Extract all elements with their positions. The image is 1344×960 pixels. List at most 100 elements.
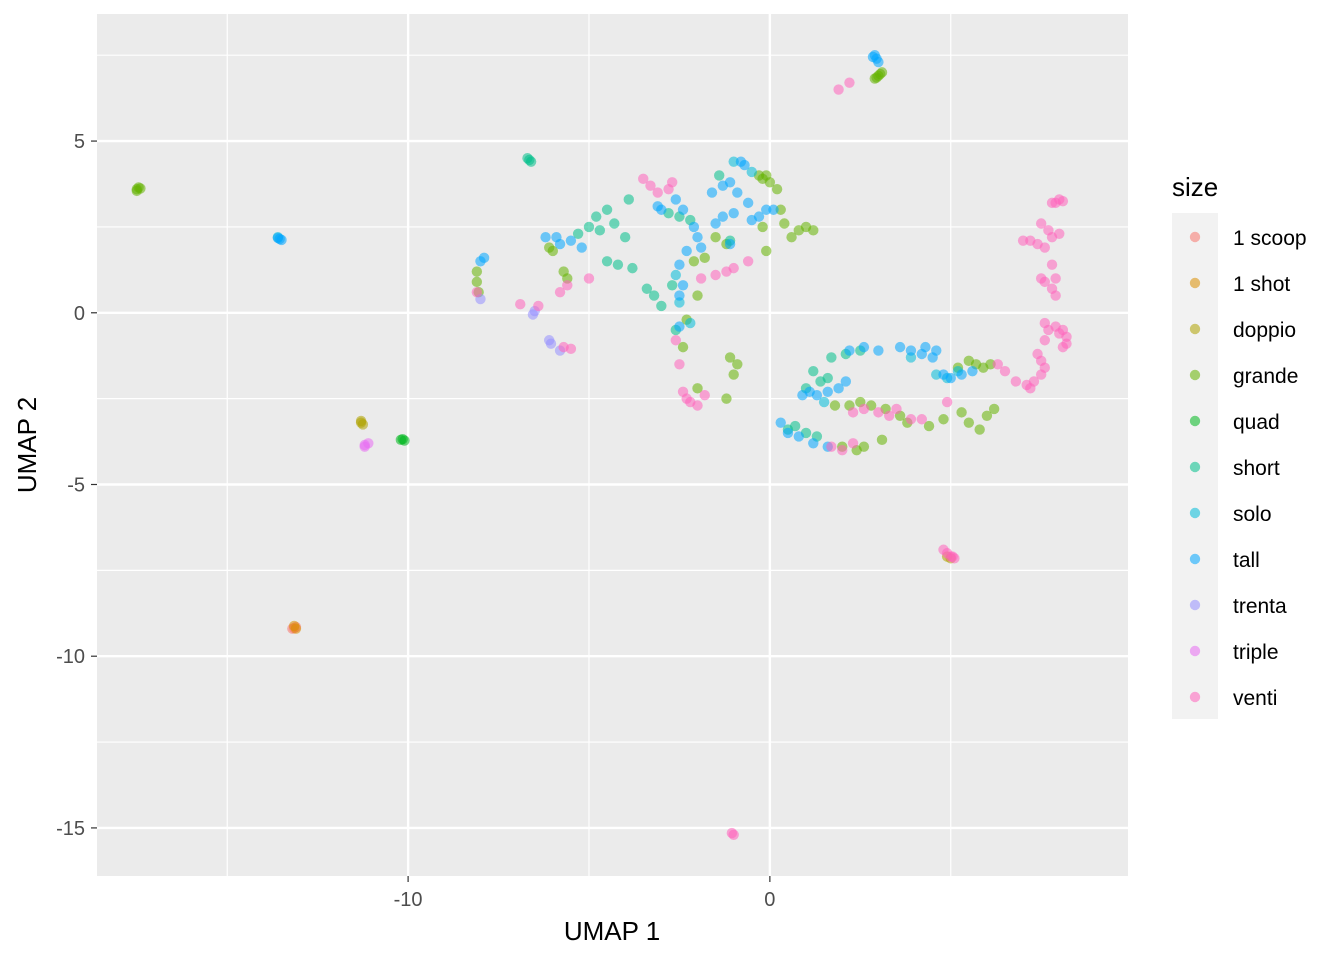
data-point [663,183,674,195]
data-point [601,256,613,267]
data-point [923,420,935,432]
data-point [695,242,707,253]
data-point [761,204,772,215]
data-point [818,396,830,408]
data-point [956,407,967,418]
data-point [829,400,841,411]
data-point [793,431,805,442]
legend: size 1 scoop 1 shot doppio grande quad short s… [1172,172,1307,719]
legend-label: grande [1233,365,1298,388]
data-point [515,298,526,310]
data-point [826,441,837,452]
data-point [956,369,967,380]
data-point [562,280,573,291]
data-point [674,359,685,370]
legend-label: tall [1233,549,1260,572]
data-point [565,235,577,246]
data-point [692,400,703,411]
data-point [822,386,833,397]
data-point [884,410,895,422]
legend-key [1189,645,1201,657]
data-point [692,290,703,301]
data-point [981,410,993,422]
data-point [974,424,985,435]
data-point [554,238,566,250]
data-point [844,77,855,88]
data-point [811,390,823,401]
data-point [833,383,844,394]
x-axis-ticks: -10 0 [394,876,775,911]
data-point [674,259,685,270]
data-point [524,154,535,166]
data-point [656,204,667,215]
data-point [931,345,942,356]
data-point [533,300,544,312]
data-point [645,180,656,191]
data-point [1043,225,1054,236]
data-point [594,225,606,236]
x-tick-label: -10 [394,889,423,911]
data-point [724,177,736,188]
legend-key [1189,415,1201,427]
legend-label: triple [1233,641,1279,664]
data-point [1057,341,1069,353]
data-point [775,417,786,428]
legend-key [1189,599,1201,611]
data-point [670,335,682,346]
data-point [764,177,776,188]
data-point [623,194,634,205]
data-point [359,439,370,451]
data-point [478,252,490,264]
data-points [131,50,1072,840]
data-point [822,372,833,384]
data-point [685,317,696,329]
legend-label: trenta [1233,595,1287,618]
legend-key [1189,323,1201,335]
data-point [840,376,852,387]
data-point [714,170,725,181]
data-point [699,390,710,401]
data-point [1035,369,1047,380]
data-point [789,420,801,432]
data-point [992,359,1003,370]
data-point [728,262,739,274]
data-point [674,290,685,301]
x-tick-label: 0 [764,889,775,911]
legend-label: short [1233,457,1280,480]
data-point [540,232,551,243]
data-point [775,204,786,215]
data-point [565,343,577,355]
data-point [272,232,284,244]
data-point [1010,376,1022,387]
legend-title: size [1172,172,1218,202]
legend-key [1189,277,1201,289]
data-point [1017,235,1029,246]
data-point [724,352,736,363]
data-point [554,286,566,298]
data-point [1050,290,1061,301]
data-point [847,438,859,449]
data-point [677,341,689,353]
data-point [656,300,667,312]
data-point [471,286,483,298]
data-point [967,365,978,377]
data-point [753,211,765,222]
legend-key [1189,369,1201,381]
y-tick-label: -15 [56,818,85,840]
data-point [591,211,602,222]
data-point [666,280,678,291]
data-point [1054,228,1065,239]
data-point [988,403,1000,415]
data-point [710,232,721,243]
data-point [732,187,743,198]
data-point [717,211,729,222]
data-point [674,321,685,332]
data-point [771,183,783,195]
data-point [1050,273,1061,284]
data-point [779,218,790,229]
x-axis-title: UMAP 1 [564,916,660,946]
data-point [699,252,710,264]
data-point [688,221,700,233]
data-point [721,393,732,404]
